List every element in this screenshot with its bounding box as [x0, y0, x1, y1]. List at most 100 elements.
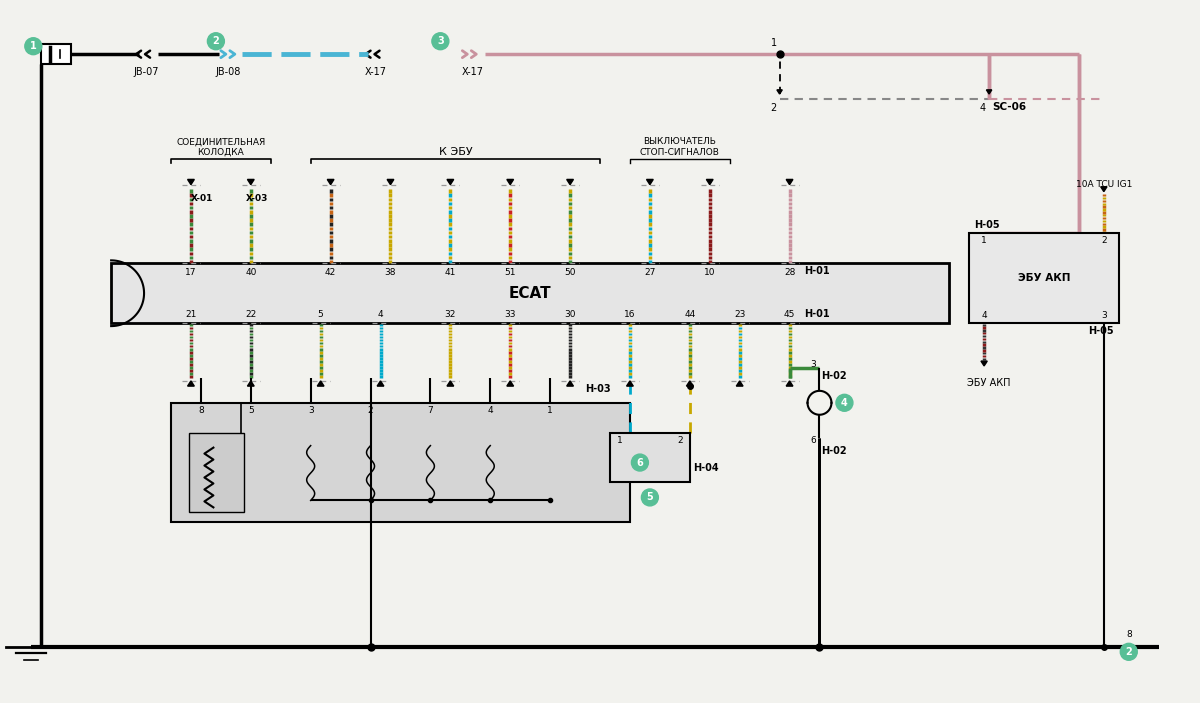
- Text: 42: 42: [325, 269, 336, 277]
- Circle shape: [1121, 643, 1138, 660]
- Text: 32: 32: [445, 310, 456, 319]
- Bar: [112, 264, 949, 323]
- Text: H-02: H-02: [822, 446, 847, 456]
- Text: 7: 7: [427, 406, 433, 415]
- Bar: [970, 233, 1118, 323]
- Text: 8: 8: [198, 406, 204, 415]
- Text: X-03: X-03: [246, 193, 268, 202]
- Text: 1: 1: [770, 38, 776, 49]
- Text: 22: 22: [245, 310, 257, 319]
- Polygon shape: [446, 179, 454, 185]
- Polygon shape: [377, 381, 384, 386]
- Text: ВЫКЛЮЧАТЕЛЬ
СТОП-СИГНАЛОВ: ВЫКЛЮЧАТЕЛЬ СТОП-СИГНАЛОВ: [640, 137, 720, 157]
- Circle shape: [208, 33, 224, 50]
- Polygon shape: [247, 179, 254, 185]
- Text: 6: 6: [811, 436, 816, 445]
- Text: H-01: H-01: [804, 309, 830, 319]
- Polygon shape: [986, 90, 991, 94]
- Text: 27: 27: [644, 269, 655, 277]
- Text: 10A TCU IG1: 10A TCU IG1: [1075, 180, 1132, 188]
- Text: СОЕДИНИТЕЛЬНАЯ
КОЛОДКА: СОЕДИНИТЕЛЬНАЯ КОЛОДКА: [176, 137, 265, 157]
- Text: 3: 3: [1100, 311, 1106, 320]
- Text: 3: 3: [437, 37, 444, 46]
- Text: ECAT: ECAT: [509, 285, 552, 301]
- Text: 3: 3: [307, 406, 313, 415]
- Text: 50: 50: [564, 269, 576, 277]
- Bar: [41, 44, 71, 64]
- Polygon shape: [328, 179, 334, 185]
- Text: 51: 51: [504, 269, 516, 277]
- Text: H-01: H-01: [804, 266, 830, 276]
- Polygon shape: [737, 381, 743, 386]
- Text: 10: 10: [704, 269, 715, 277]
- Circle shape: [836, 394, 853, 411]
- Text: 40: 40: [245, 269, 257, 277]
- Text: 45: 45: [784, 310, 796, 319]
- Text: SC-06: SC-06: [992, 102, 1026, 112]
- Text: ЭБУ АКП: ЭБУ АКП: [967, 378, 1010, 388]
- Text: 5: 5: [318, 310, 324, 319]
- Text: H-05: H-05: [974, 221, 1000, 231]
- Text: JB-07: JB-07: [133, 67, 158, 77]
- Polygon shape: [566, 381, 574, 386]
- Polygon shape: [388, 179, 394, 185]
- Text: 28: 28: [784, 269, 796, 277]
- Text: 5: 5: [647, 492, 653, 503]
- Text: H-05: H-05: [1088, 326, 1114, 336]
- Text: 3: 3: [811, 361, 816, 370]
- Polygon shape: [686, 381, 694, 386]
- Text: H-04: H-04: [692, 463, 719, 472]
- Text: 4: 4: [980, 103, 986, 113]
- Polygon shape: [786, 179, 793, 185]
- Circle shape: [25, 38, 42, 55]
- Text: 2: 2: [212, 37, 220, 46]
- Polygon shape: [707, 179, 713, 185]
- Text: 33: 33: [504, 310, 516, 319]
- Text: ЭБУ АКП: ЭБУ АКП: [1018, 273, 1070, 283]
- Polygon shape: [626, 381, 634, 386]
- Bar: [170, 403, 630, 522]
- Text: 1: 1: [617, 436, 623, 445]
- Text: 2: 2: [677, 436, 683, 445]
- Text: 21: 21: [185, 310, 197, 319]
- Polygon shape: [566, 179, 574, 185]
- Text: X-17: X-17: [365, 67, 386, 77]
- Text: 8: 8: [1126, 630, 1132, 639]
- Polygon shape: [647, 179, 653, 185]
- Text: 2: 2: [770, 103, 776, 113]
- Circle shape: [432, 33, 449, 50]
- Text: 4: 4: [841, 398, 848, 408]
- Polygon shape: [786, 381, 793, 386]
- Text: 30: 30: [564, 310, 576, 319]
- Polygon shape: [776, 90, 782, 94]
- Text: 1: 1: [982, 236, 986, 245]
- Text: 38: 38: [385, 269, 396, 277]
- Text: H-03: H-03: [586, 384, 611, 394]
- Circle shape: [642, 489, 659, 506]
- Text: 2: 2: [367, 406, 373, 415]
- Polygon shape: [506, 381, 514, 386]
- Text: 4: 4: [487, 406, 493, 415]
- Text: 6: 6: [636, 458, 643, 467]
- Text: К ЭБУ: К ЭБУ: [438, 147, 472, 157]
- Text: 41: 41: [445, 269, 456, 277]
- Text: 1: 1: [30, 41, 37, 51]
- Text: H-02: H-02: [822, 371, 847, 381]
- Polygon shape: [187, 381, 194, 386]
- Text: 23: 23: [734, 310, 745, 319]
- Polygon shape: [446, 381, 454, 386]
- Text: 4: 4: [378, 310, 383, 319]
- Text: 1: 1: [547, 406, 553, 415]
- Bar: [610, 432, 690, 482]
- Polygon shape: [317, 381, 324, 386]
- Text: 5: 5: [248, 406, 253, 415]
- Circle shape: [631, 454, 648, 471]
- Text: 16: 16: [624, 310, 636, 319]
- Text: 44: 44: [684, 310, 696, 319]
- Polygon shape: [247, 381, 254, 386]
- Polygon shape: [506, 179, 514, 185]
- Polygon shape: [980, 361, 988, 366]
- Text: 4: 4: [982, 311, 986, 320]
- Polygon shape: [1100, 187, 1106, 192]
- Polygon shape: [187, 179, 194, 185]
